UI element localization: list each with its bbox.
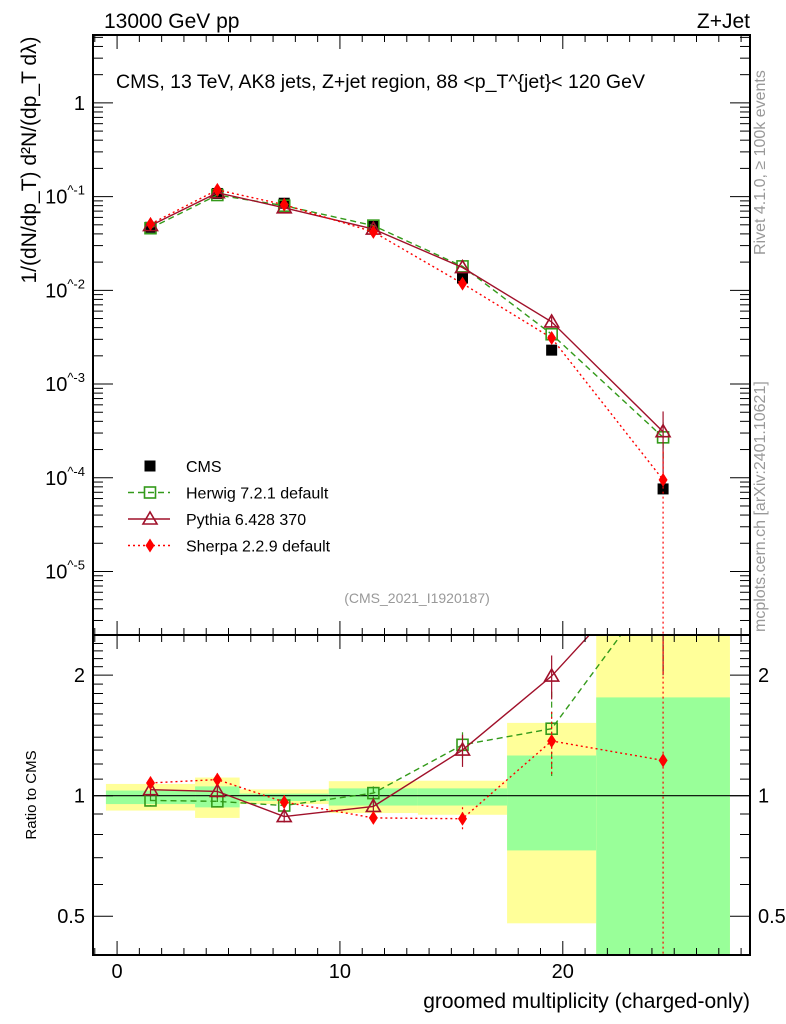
ratio-y-axis-label: Ratio to CMS [23,750,40,839]
ratio-y-tick-label-right: 0.5 [758,906,786,928]
sherpa-point [279,197,289,212]
y-tick-label: 10^-4 [45,464,85,490]
tick-base: 10 [45,280,67,302]
sherpa-ratio-point [145,775,155,790]
rivet-version-text: Rivet 4.1.0, ≥ 100k events [752,70,769,255]
tick-exponent: ^-2 [67,276,85,291]
tick-base: 10 [45,468,67,490]
sherpa-ratio-point [547,733,557,748]
legend-marker-pythia [141,510,159,525]
sherpa-point [368,224,378,239]
tick-base: 10 [45,374,67,396]
band-stat [417,788,508,806]
pythia-ratio-point [543,667,561,682]
tick-exponent: ^-4 [67,464,85,479]
legend-label-cms: CMS [186,459,222,476]
legend-label-herwig: Herwig 7.2.1 default [186,486,329,503]
herwig-line [150,194,664,438]
plot-frame [92,34,751,956]
tick-exponent: ^-5 [67,557,85,572]
pythia-point [275,199,293,214]
main-series [142,182,672,635]
ratio-series [142,635,668,955]
band-stat [507,755,597,851]
x-tick-label: 10 [329,961,351,983]
sherpa-ratio-point [279,795,289,810]
pythia-line [150,191,664,433]
ratio-uncertainty-bands [93,635,750,955]
sherpa-ratio-point [212,772,222,787]
sherpa-point [145,217,155,232]
y-tick-label: 10^-2 [45,276,85,302]
pythia-ratio-point [208,782,226,798]
pythia-point [454,258,471,274]
sherpa-point [458,276,468,291]
pythia-point [654,423,672,438]
header-right: Z+Jet [697,10,750,33]
ratio-y-tick-label: 2 [74,665,85,687]
tick-exponent: ^-3 [67,370,85,385]
legend: CMS Herwig 7.2.1 default Pythia 6.428 370 S… [128,459,331,556]
ratio-y-tick-label-right: 2 [758,665,769,687]
pythia-point [543,313,561,328]
cms-point [546,344,558,356]
sherpa-ratio-point [658,753,668,768]
sherpa-line [150,189,664,481]
ratio-y-tick-label-right: 1 [758,786,769,808]
y-tick-label: 10^-3 [45,370,85,396]
sherpa-ratio-point [368,810,378,825]
pythia-ratio-point [454,741,471,756]
plot-title: CMS, 13 TeV, AK8 jets, Z+jet region, 88 … [116,71,645,93]
pythia-ratio-point [142,781,159,796]
pythia-ratio-point [275,807,293,823]
legend-marker-herwig [143,486,157,499]
band-stat [596,697,730,955]
header-left: 13000 GeV pp [104,10,239,33]
ratio-y-tick-label: 1 [74,786,85,808]
x-tick-label: 0 [112,961,123,983]
x-axis-label: groomed multiplicity (charged-only) [423,990,750,1013]
tick-base: 10 [45,561,67,583]
tick-exponent: ^-1 [67,183,85,198]
sherpa-point [212,182,222,197]
y-axis-label: 1/(dN/dp_T) d²N/(dp_T dλ) [18,36,41,283]
y-tick-label: 10^-1 [45,183,85,209]
legend-marker-cms [144,460,156,472]
legend-label-pythia: Pythia 6.428 370 [186,512,306,529]
tick-base: 10 [45,187,67,209]
cms-point [657,483,669,495]
y-tick-label: 10^-5 [45,557,85,583]
y-tick-label: 1 [74,93,85,115]
sherpa-ratio-point [458,811,468,826]
legend-label-sherpa: Sherpa 2.2.9 default [186,539,331,556]
x-tick-label: 20 [552,961,574,983]
mcplots-text: mcplots.cern.ch [arXiv:2401.10621] [752,381,769,632]
watermark: (CMS_2021_I1920187) [344,590,490,606]
sherpa-point [658,472,668,487]
ratio-y-tick-label: 0.5 [57,906,85,928]
sherpa-point [547,330,557,345]
legend-marker-sherpa [145,538,155,553]
